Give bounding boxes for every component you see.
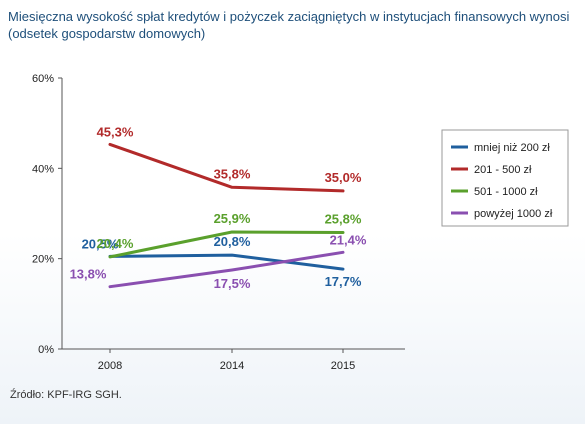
data-label: 45,3% [97, 124, 134, 139]
chart-title-line-1: Miesięczna wysokość spłat kredytów i poż… [8, 9, 570, 24]
data-label: 25,8% [325, 211, 362, 226]
data-label: 20,8% [214, 234, 251, 249]
data-label: 17,7% [325, 274, 362, 289]
data-label: 20,5% [82, 236, 119, 251]
x-tick-label: 2008 [98, 360, 122, 372]
y-tick-label: 40% [32, 163, 54, 175]
series-line-1 [108, 253, 345, 271]
data-label: 21,4% [330, 232, 367, 247]
legend-label: mniej niż 200 zł [474, 142, 550, 154]
data-label: 35,0% [325, 170, 362, 185]
legend-label: 501 - 1000 zł [474, 186, 538, 198]
legend-label: 201 - 500 zł [474, 164, 532, 176]
source-note: Źródło: KPF-IRG SGH. [10, 389, 122, 401]
data-label: 20,4% [97, 236, 134, 251]
y-tick-label: 0% [38, 344, 54, 356]
x-tick-label: 2015 [331, 360, 355, 372]
data-label: 35,8% [214, 166, 251, 181]
series-line-3 [108, 230, 345, 259]
x-tick-label: 2014 [220, 360, 244, 372]
data-label: 13,8% [70, 267, 107, 282]
chart-title-line-2: (odsetek gospodarstw domowych) [8, 26, 206, 41]
data-label: 17,5% [214, 276, 251, 291]
y-tick-label: 60% [32, 73, 54, 85]
series-line-2 [108, 142, 345, 193]
y-tick-label: 20% [32, 254, 54, 266]
legend-label: powyżej 1000 zł [474, 208, 553, 220]
data-label: 25,9% [214, 211, 251, 226]
series-line-4 [108, 250, 345, 289]
chart-title: Miesięczna wysokość spłat kredytów i poż… [8, 8, 569, 42]
